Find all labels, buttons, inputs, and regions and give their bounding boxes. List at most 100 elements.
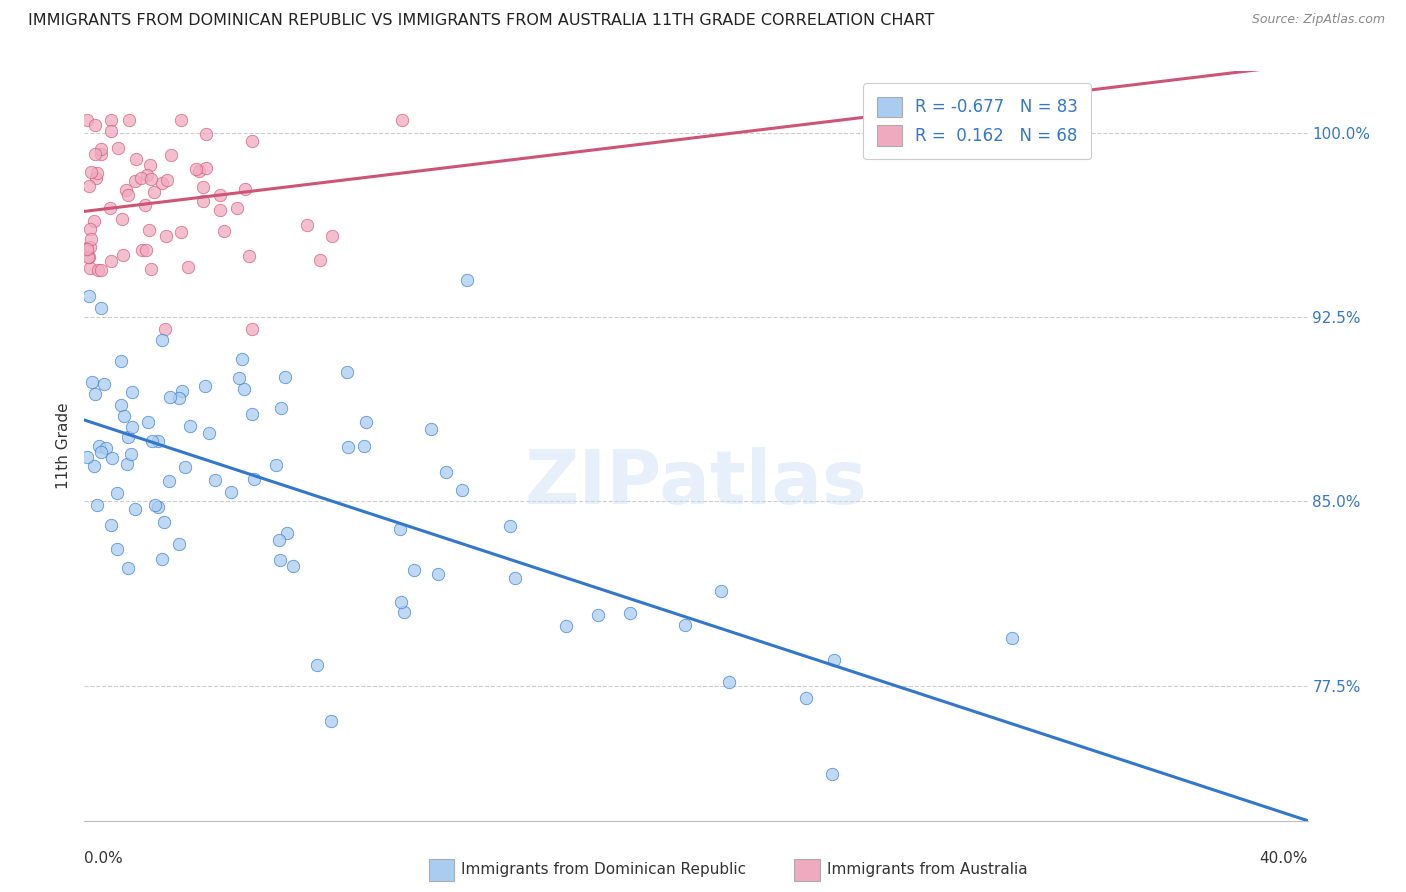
Point [451,483,474,497]
Point [336,440,359,454]
Point [138,415,160,429]
Point [353,439,375,453]
Point [142,185,165,199]
Point [76,242,98,256]
Point [139,171,162,186]
Point [710,584,733,599]
Point [240,322,263,336]
Point [138,223,160,237]
Point [208,203,231,218]
Point [233,181,256,195]
Point [295,218,318,232]
Point [90,147,112,161]
Point [499,519,522,533]
Point [77,250,100,264]
Point [197,425,219,440]
Point [586,608,609,623]
Point [336,365,359,379]
Point [150,176,173,190]
Point [619,606,641,620]
Point [135,244,157,258]
Point [134,198,156,212]
Point [100,124,122,138]
Point [146,434,169,448]
Point [228,370,250,384]
Point [238,249,260,263]
Point [194,161,217,175]
Point [96,441,118,455]
Point [179,419,201,434]
Point [391,113,413,128]
Point [240,134,263,148]
Point [392,605,415,619]
Point [321,228,343,243]
Point [136,168,159,182]
Point [79,221,101,235]
Point [79,260,101,275]
Point [77,178,100,193]
Point [118,113,141,128]
Point [131,244,153,258]
Point [86,166,108,180]
Text: Immigrants from Australia: Immigrants from Australia [827,863,1028,877]
Point [242,472,264,486]
Point [555,618,578,632]
Point [76,450,98,465]
Point [121,385,143,400]
Text: IMMIGRANTS FROM DOMINICAN REPUBLIC VS IMMIGRANTS FROM AUSTRALIA 11TH GRADE CORRE: IMMIGRANTS FROM DOMINICAN REPUBLIC VS IM… [28,13,935,29]
Point [80,165,103,179]
Point [143,498,166,512]
Point [173,459,195,474]
Point [673,617,696,632]
Point [101,451,124,466]
Point [141,434,163,448]
Point [90,142,112,156]
Point [120,447,142,461]
Point [155,229,177,244]
Point [124,174,146,188]
Point [167,537,190,551]
Point [717,675,740,690]
Point [309,253,332,268]
Point [821,766,844,780]
Point [125,153,148,167]
Point [240,407,263,421]
Y-axis label: 11th Grade: 11th Grade [56,402,72,490]
Point [86,498,108,512]
Point [402,563,425,577]
Point [456,273,478,287]
Point [110,354,132,368]
Point [184,161,207,176]
Point [80,375,103,389]
Point [105,486,128,500]
Point [80,232,103,246]
Point [93,377,115,392]
Point [266,458,288,472]
Point [170,113,193,128]
Point [195,127,218,141]
Point [354,415,377,429]
Point [321,714,343,729]
Point [169,391,191,405]
Point [823,653,845,667]
Point [117,429,139,443]
Point [170,384,193,398]
Point [188,164,211,178]
Point [111,212,134,227]
Point [503,571,526,585]
Point [270,401,292,415]
Point [83,459,105,474]
Point [79,239,101,253]
Point [159,148,181,162]
Point [129,170,152,185]
Point [100,518,122,533]
Point [112,409,135,424]
Point [139,262,162,277]
Point [305,657,328,672]
Point [232,382,254,396]
Point [794,690,817,705]
Point [83,387,105,401]
Point [389,595,412,609]
Text: ZIPatlas: ZIPatlas [524,447,868,520]
Point [105,542,128,557]
